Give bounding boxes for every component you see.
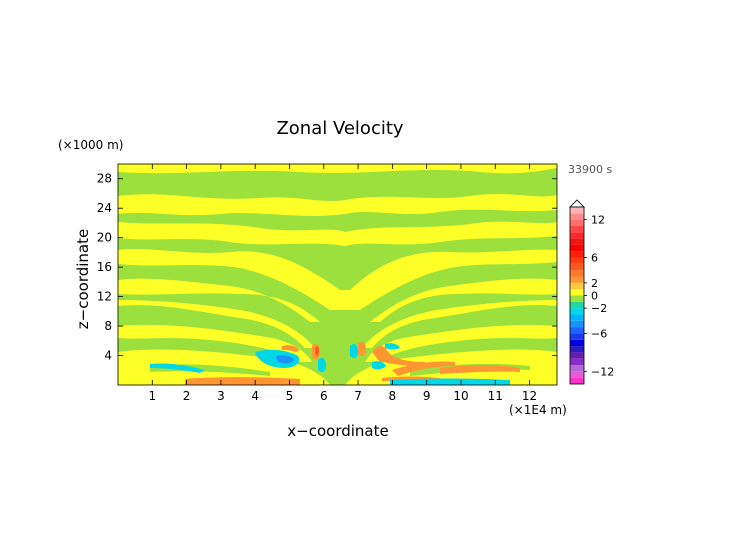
field-positive-core	[185, 377, 300, 385]
colorbar: 12 6 20−2 −6 −12	[569, 199, 614, 385]
field-negative-core	[372, 361, 386, 370]
colorbar-cells	[570, 207, 584, 384]
y-tick-label: 24	[97, 201, 112, 215]
colorbar-cell	[570, 232, 584, 239]
field-negative-core	[385, 343, 400, 350]
field-negative-core	[318, 358, 326, 373]
colorbar-cell	[570, 377, 584, 384]
colorbar-cell	[570, 270, 584, 277]
x-tick-label: 1	[148, 389, 156, 403]
field-positive-band	[118, 221, 557, 246]
field-positive-band	[362, 300, 557, 348]
colorbar-cell	[570, 225, 584, 233]
colorbar-cell	[570, 251, 584, 258]
colorbar-cell	[570, 295, 584, 302]
colorbar-tick-label: 0	[591, 290, 598, 303]
x-tick-label: 11	[488, 389, 503, 403]
colorbar-cell	[570, 327, 584, 334]
y-axis-ticks: 4 8 12 16 20 24 28	[97, 172, 557, 363]
plot-frame	[117, 163, 558, 386]
field-positive-peak	[315, 346, 319, 355]
colorbar-cell	[570, 333, 584, 340]
y-tick-label: 28	[97, 172, 112, 186]
colorbar-cell	[570, 320, 584, 328]
colorbar-cell	[570, 314, 584, 321]
y-unit-label: (×1000 m)	[58, 138, 123, 152]
y-tick-label: 12	[97, 290, 112, 304]
x-tick-label: 10	[453, 389, 468, 403]
y-tick-label: 16	[97, 260, 112, 274]
colorbar-tick-label: −6	[591, 327, 607, 340]
colorbar-cell	[570, 282, 584, 290]
colorbar-cell	[570, 263, 584, 271]
colorbar-cell	[570, 244, 584, 252]
x-tick-label: 4	[251, 389, 259, 403]
y-tick-label: 4	[104, 349, 112, 363]
colorbar-cell	[570, 207, 584, 214]
colorbar-cell	[570, 346, 584, 353]
x-axis-ticks: 1 2 3 4 5 6 7 8 9 10 11 12	[148, 164, 537, 403]
field-positive-band	[118, 278, 320, 322]
time-label: 33900 s	[568, 163, 612, 176]
field-positive-band	[365, 324, 557, 362]
x-tick-label: 9	[423, 389, 431, 403]
colorbar-cell	[570, 339, 584, 347]
colorbar-cell	[570, 213, 584, 220]
colorbar-cell	[570, 301, 584, 309]
x-tick-label: 7	[354, 389, 362, 403]
field-positive-band	[118, 324, 312, 362]
colorbar-ticks: 12 6 20−2 −6 −12	[584, 214, 614, 378]
colorbar-tick-label: 12	[591, 214, 605, 227]
colorbar-cell	[570, 289, 584, 296]
colorbar-overflow-arrow	[569, 199, 585, 208]
colorbar-cell	[570, 308, 584, 315]
x-tick-label: 3	[217, 389, 225, 403]
field-positive-core	[282, 345, 300, 352]
x-tick-label: 6	[320, 389, 328, 403]
heatmap-field	[118, 164, 557, 385]
field-positive-core	[372, 346, 425, 366]
field-negative-core	[350, 344, 358, 359]
colorbar-tick-label: 2	[591, 277, 598, 290]
colorbar-cell	[570, 352, 584, 359]
colorbar-tick-label: 6	[591, 252, 598, 265]
y-axis-title: z−coordinate	[74, 229, 92, 329]
field-positive-band	[118, 300, 315, 348]
x-tick-label: 2	[183, 389, 191, 403]
field-positive-band	[118, 194, 557, 216]
y-tick-label: 20	[97, 231, 112, 245]
colorbar-tick-label: −12	[591, 365, 614, 378]
field-positive-core	[440, 365, 520, 374]
field-positive-band	[118, 164, 557, 174]
field-negative-core	[150, 363, 205, 373]
colorbar-cell	[570, 257, 584, 264]
colorbar-cell	[570, 276, 584, 283]
chart-title: Zonal Velocity	[276, 118, 403, 139]
colorbar-cell	[570, 358, 584, 366]
x-axis-title: x−coordinate	[287, 422, 388, 440]
field-positive-band	[118, 249, 557, 310]
field-positive-core	[392, 361, 455, 376]
colorbar-tick-label: −2	[591, 302, 607, 315]
colorbar-cell	[570, 371, 584, 378]
field-positive-band	[370, 278, 557, 322]
field-negative-core	[390, 378, 510, 385]
colorbar-cell	[570, 238, 584, 245]
x-tick-label: 5	[286, 389, 294, 403]
colorbar-cell	[570, 219, 584, 226]
colorbar-cell	[570, 365, 584, 372]
y-tick-label: 8	[104, 319, 112, 333]
field-positive-core	[358, 342, 366, 357]
x-unit-label: (×1E4 m)	[509, 403, 567, 417]
field-negative-peak	[276, 355, 294, 364]
x-tick-label: 8	[389, 389, 397, 403]
x-tick-label: 12	[522, 389, 537, 403]
